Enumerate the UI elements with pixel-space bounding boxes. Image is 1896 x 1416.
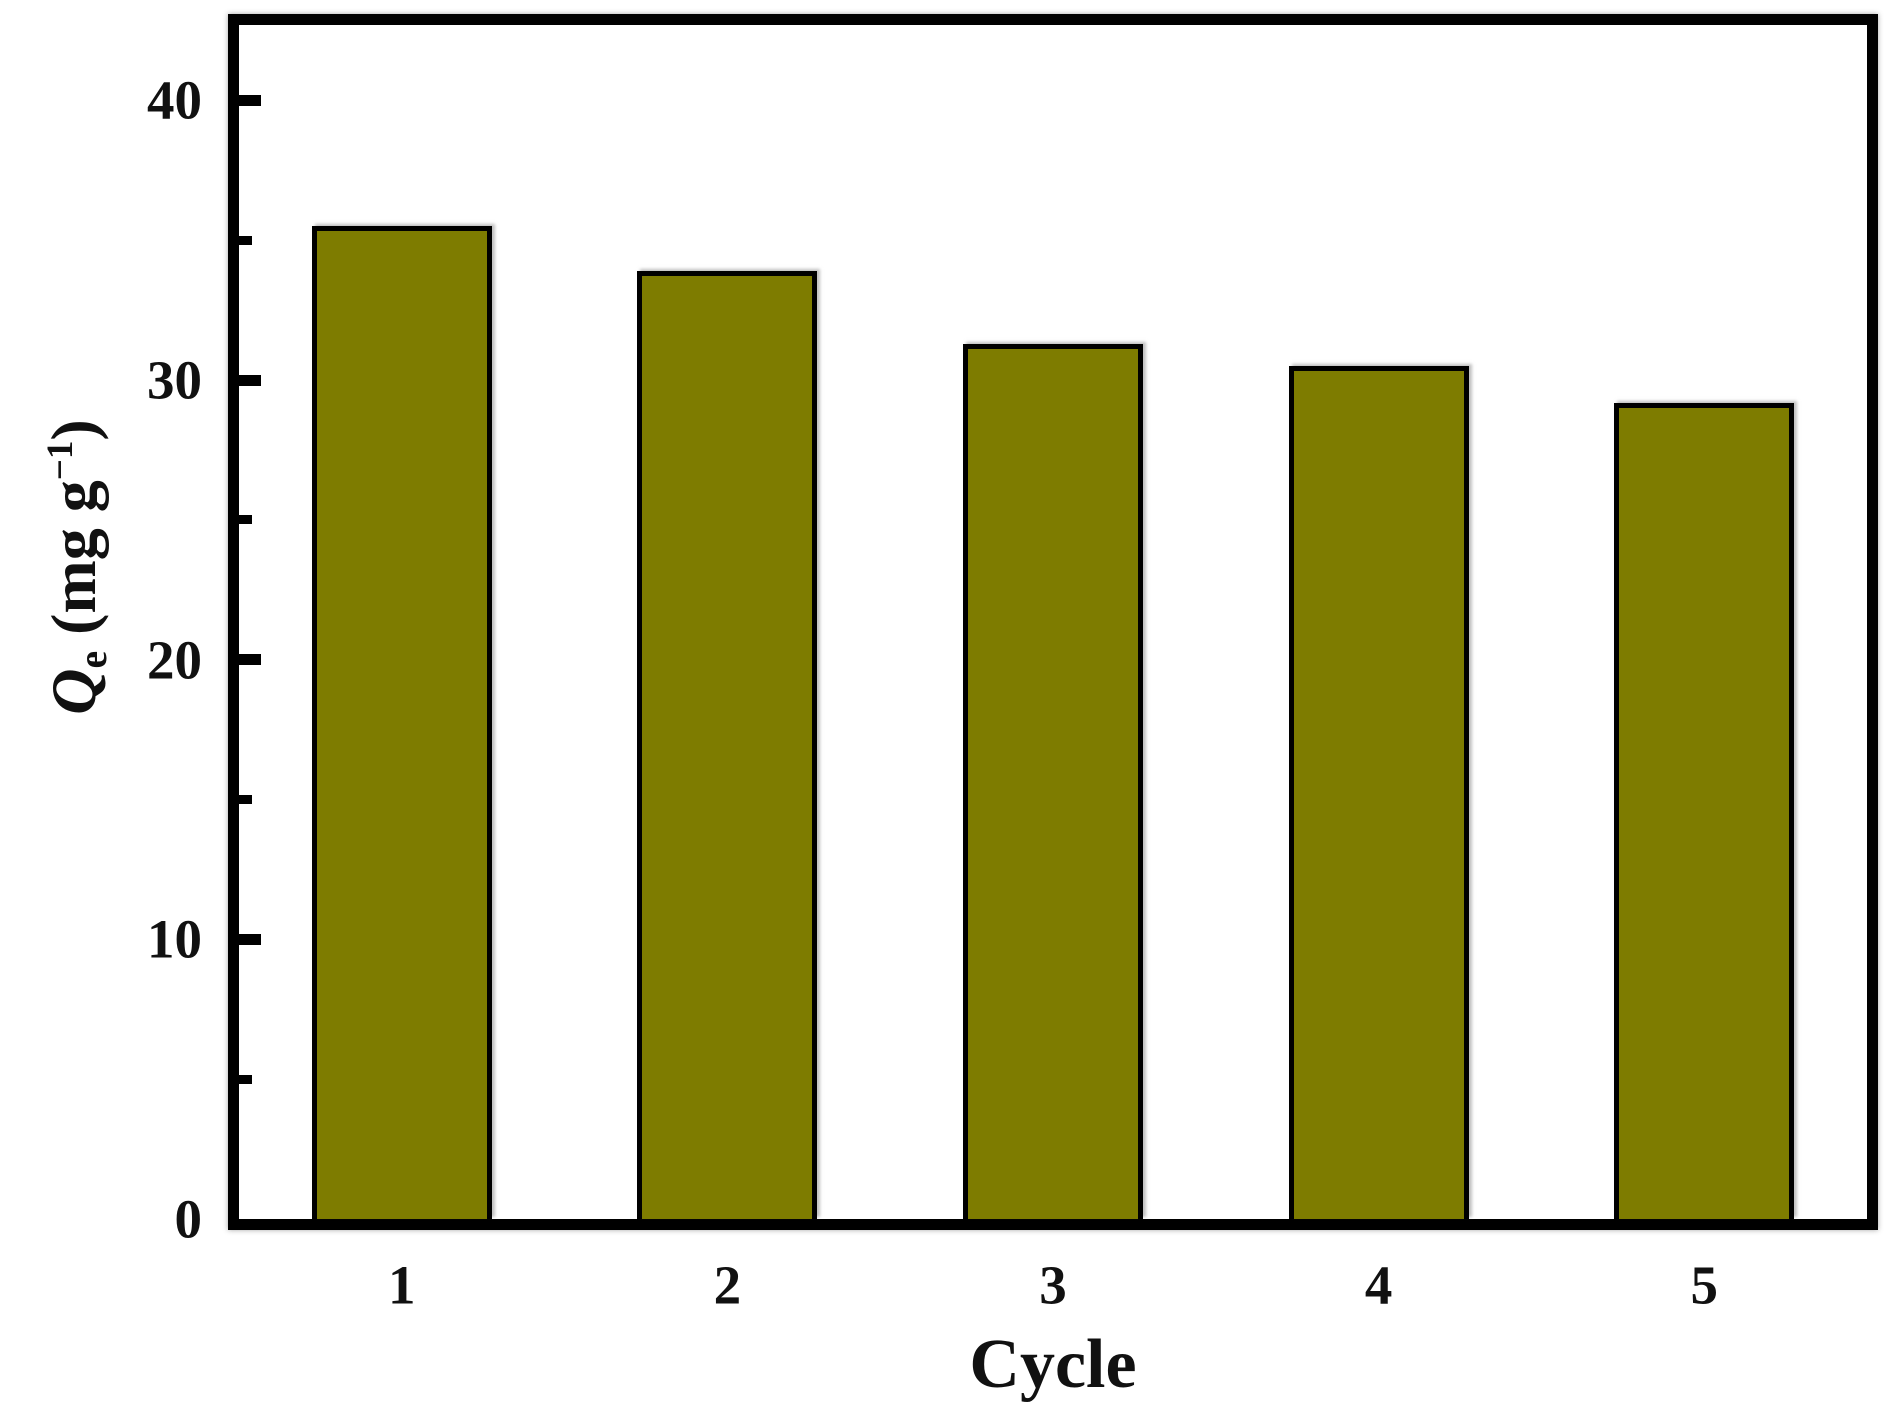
bar-cycle-3 bbox=[962, 343, 1144, 1219]
x-tick-label-4: 4 bbox=[1364, 1254, 1393, 1316]
y-minor-tick-25 bbox=[239, 515, 252, 525]
bar-cycle-5 bbox=[1614, 402, 1795, 1219]
y-tick-label-10: 10 bbox=[147, 908, 202, 970]
y-tick-label-30: 30 bbox=[147, 349, 202, 411]
plot-area bbox=[239, 25, 1867, 1219]
x-tick-label-3: 3 bbox=[1039, 1254, 1067, 1316]
y-major-tick-30 bbox=[239, 374, 261, 386]
y-axis-title-segment: −1 bbox=[40, 440, 82, 481]
bar-cycle-2 bbox=[637, 271, 818, 1219]
y-minor-tick-5 bbox=[239, 1074, 252, 1084]
bar-cycle-4 bbox=[1288, 366, 1469, 1219]
y-major-tick-10 bbox=[239, 933, 261, 945]
x-tick-label-1: 1 bbox=[388, 1254, 416, 1316]
x-tick-label-5: 5 bbox=[1690, 1254, 1718, 1316]
x-tick-label-2: 2 bbox=[713, 1254, 742, 1316]
y-major-tick-40 bbox=[239, 94, 261, 106]
y-minor-tick-35 bbox=[239, 235, 252, 245]
y-tick-label-0: 0 bbox=[174, 1188, 203, 1250]
bar-cycle-1 bbox=[311, 226, 492, 1219]
plot-frame bbox=[228, 14, 1878, 1230]
y-tick-label-20: 20 bbox=[147, 629, 202, 691]
y-axis-title-segment: (mg g bbox=[38, 480, 110, 651]
y-major-tick-20 bbox=[239, 654, 261, 666]
y-tick-label-40: 40 bbox=[147, 69, 202, 131]
x-axis-title: Cycle bbox=[969, 1326, 1137, 1403]
y-axis-title-segment: ) bbox=[38, 419, 110, 441]
y-minor-tick-15 bbox=[239, 795, 252, 805]
